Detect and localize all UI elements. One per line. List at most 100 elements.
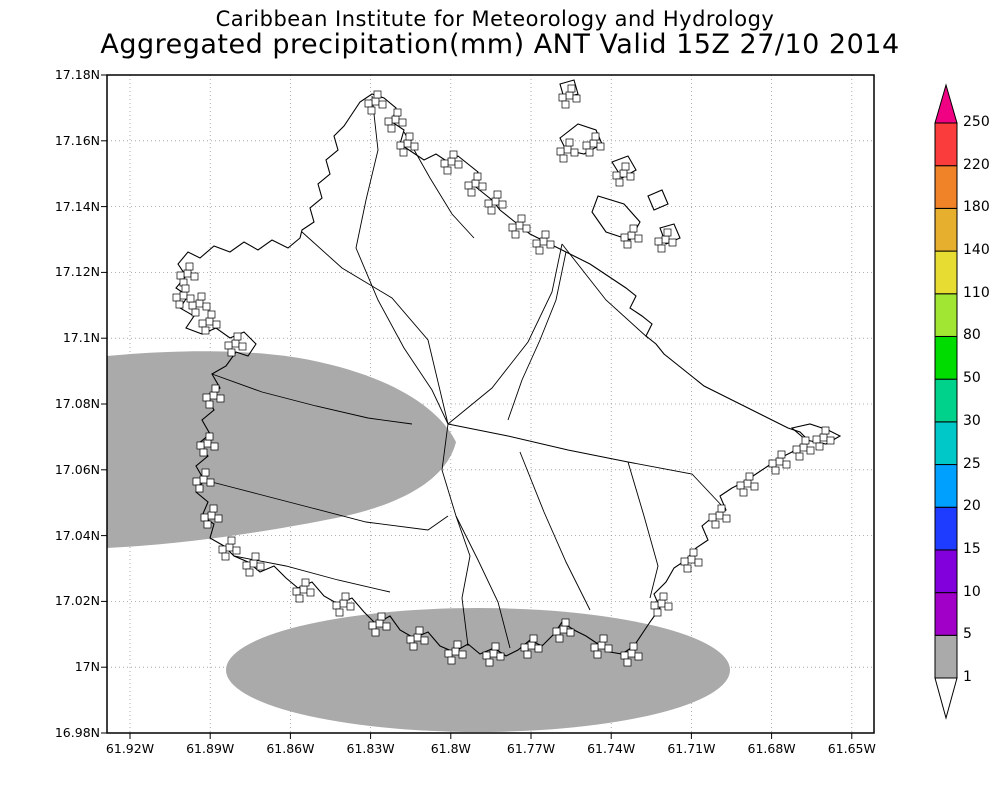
coastal-grid-cell — [299, 585, 308, 594]
coastal-grid-cell — [596, 142, 605, 151]
colorbar-label: 20 — [963, 498, 981, 515]
precip-region-south — [226, 608, 730, 732]
coastal-grid-cell — [209, 504, 218, 513]
colorbar-label: 50 — [963, 370, 981, 387]
coastal-grid-cell — [539, 237, 548, 246]
colorbar-label: 140 — [963, 242, 990, 259]
coastal-grid-cell — [188, 301, 197, 310]
colorbar-label: 250 — [963, 114, 990, 130]
coastal-grid-cell — [711, 520, 720, 529]
coastal-grid-cell — [739, 488, 748, 497]
coastal-grid-cell — [621, 162, 630, 171]
coastal-grid-cell — [191, 308, 200, 317]
axis-ticks-layer — [101, 74, 853, 739]
coastal-grid-cell — [620, 233, 629, 242]
coastal-grid-cell — [826, 436, 835, 445]
watershed-boundary — [455, 515, 511, 649]
coastal-grid-cell — [224, 341, 233, 350]
coastal-grid-cell — [819, 433, 828, 442]
x-tick-label: 61.83W — [346, 741, 395, 756]
colorbar-label: 25 — [963, 455, 981, 472]
plot-frame — [106, 74, 875, 734]
coastal-grid-cell — [527, 641, 536, 650]
coastal-grid-cell — [663, 228, 672, 237]
coastal-grid-cell — [657, 244, 666, 253]
colorbar-label: 10 — [963, 583, 981, 600]
colorbar-segment — [934, 421, 958, 466]
coastal-grid-cell — [231, 339, 240, 348]
coastal-grid-cell — [346, 602, 355, 611]
coastal-grid-cell — [387, 124, 396, 133]
coastal-grid-cell — [364, 99, 373, 108]
colorbar-layer — [934, 83, 958, 720]
coastal-grid-cell — [535, 246, 544, 255]
coastal-grid-cell — [444, 649, 453, 658]
coastal-grid-cell — [552, 627, 561, 636]
coastal-grid-cell — [484, 199, 493, 208]
coastal-grid-cell — [715, 511, 724, 520]
coastal-grid-cell — [570, 148, 579, 157]
coastal-grid-cell — [689, 548, 698, 557]
coastal-grid-cell — [206, 478, 215, 487]
coastal-grid-cell — [566, 628, 575, 637]
coastal-grid-cell — [615, 178, 624, 187]
coastal-grid-cell — [775, 457, 784, 466]
coastal-grid-cell — [196, 441, 205, 450]
coastal-grid-cell — [339, 599, 348, 608]
coastal-grid-cell — [205, 432, 214, 441]
coastal-grid-cell — [654, 237, 663, 246]
coastal-grid-cell — [683, 564, 692, 573]
coastal-grid-cell — [185, 262, 194, 271]
colorbar-label: 180 — [963, 199, 990, 216]
coastal-grid-cell — [668, 238, 677, 247]
coastal-grid-cell — [207, 511, 216, 520]
coastal-grid-cell — [458, 650, 467, 659]
coastal-grid-cell — [232, 546, 241, 555]
coastal-grid-cell — [405, 132, 414, 141]
watershed-boundary — [519, 451, 591, 611]
coastal-grid-cell — [717, 504, 726, 513]
coastal-grid-cell — [517, 214, 526, 223]
y-tick-label: 17.06N — [54, 461, 100, 477]
coastal-grid-cell — [482, 651, 491, 660]
coastal-grid-cell — [218, 545, 227, 554]
coastal-grid-cell — [567, 84, 576, 93]
coastal-grid-cell — [211, 384, 220, 393]
coastal-grid-cell — [209, 391, 218, 400]
coastal-grid-cell — [464, 181, 473, 190]
coastal-grid-cell — [522, 224, 531, 233]
coastal-grid-cell — [203, 520, 212, 529]
coastal-grid-cell — [205, 400, 214, 409]
watershed-boundary — [203, 479, 449, 531]
coastal-grid-cell — [378, 100, 387, 109]
coastal-grid-cell — [195, 299, 204, 308]
coastal-grid-cell — [523, 650, 532, 659]
coastal-grid-cell — [657, 599, 666, 608]
coastal-grid-cell — [176, 271, 185, 280]
coastal-grid-cell — [565, 91, 574, 100]
coastal-grid-cell — [597, 641, 606, 650]
colorbar-segment — [934, 122, 958, 167]
x-tick-label: 61.74W — [587, 741, 636, 756]
coastal-grid-cell — [498, 200, 507, 209]
coastal-grid-cell — [559, 625, 568, 634]
y-tick-label: 17.02N — [54, 593, 100, 609]
coastal-grid-cell — [451, 647, 460, 656]
coastal-grid-cell — [812, 435, 821, 444]
coastal-grid-cell — [515, 221, 524, 230]
coastal-grid-cell — [745, 472, 754, 481]
coastal-grid-cell — [410, 142, 419, 151]
coastal-grid-cell — [447, 157, 456, 166]
coastal-grid-cell — [585, 148, 594, 157]
coastal-grid-cell — [377, 612, 386, 621]
coastal-grid-cell — [202, 302, 211, 311]
coastal-grid-cell — [634, 652, 643, 661]
coastal-grid-cell — [743, 479, 752, 488]
colorbar-segment — [934, 335, 958, 380]
colorbar-segment — [934, 464, 958, 508]
coastal-grid-cell — [195, 484, 204, 493]
offshore-islet-outline — [591, 195, 641, 241]
coastal-grid-cell — [626, 172, 635, 181]
coastal-grid-cell — [242, 561, 251, 570]
coastal-grid-cell — [491, 197, 500, 206]
